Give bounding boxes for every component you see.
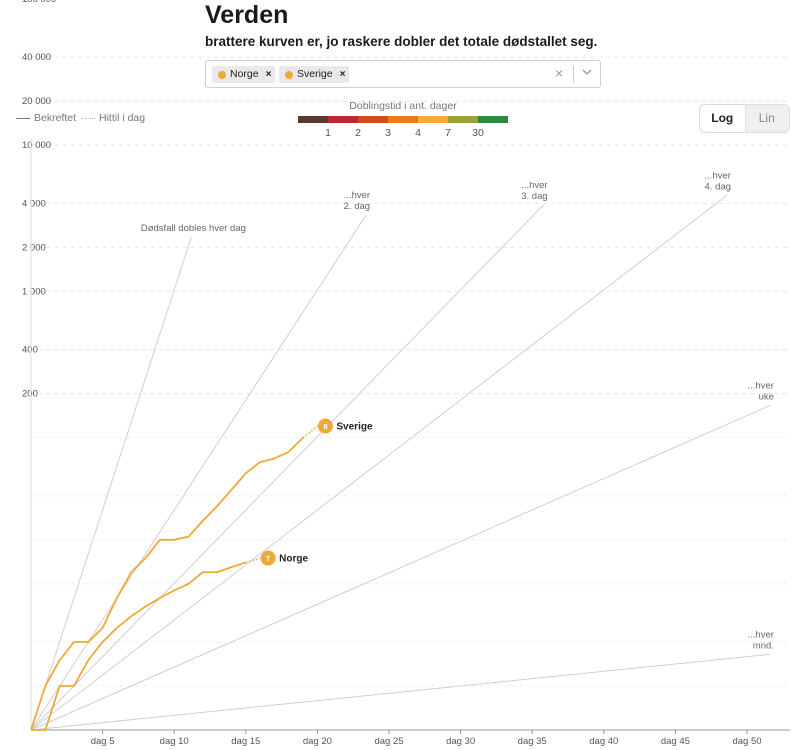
legend-to-date-label: Hittil i dag [99,112,146,124]
country-selector[interactable]: Norge × Sverige × × [205,60,601,88]
y-tick-label: 4 000 [22,198,46,209]
x-tick-label: dag 45 [661,736,690,747]
color-dot-icon [285,70,293,79]
country-chip-norge: Norge × [212,66,276,83]
scale-swatch-4 [418,116,448,123]
reference-line-4 [30,194,728,731]
doubling-scale-title: Doblingstid i ant. dager [349,100,457,112]
reference-line-3 [30,204,545,731]
dotted-line-icon [81,117,95,119]
chip-label: Sverige [297,68,333,80]
series-line-norge [31,561,247,731]
reference-label: ...hver [748,629,774,640]
series-label-sverige: Sverige [336,422,373,433]
x-tick-label: dag 40 [589,736,618,747]
series-today-norge [245,557,261,564]
toggle-log[interactable]: Log [700,105,745,132]
series-line-sverige [30,436,304,731]
reference-label: 2. dag [344,201,370,212]
scale-swatch-2 [358,116,388,123]
series-marker-norge [260,550,276,566]
scale-label-1: 1 [325,127,331,139]
doubling-scale-bar [298,116,508,123]
reference-label: uke [759,392,774,403]
selector-divider [573,66,574,83]
scale-swatch-1 [328,116,358,123]
scale-label-7: 7 [445,127,451,139]
color-dot-icon [218,70,226,79]
reference-line-30 [30,653,770,731]
clear-all-icon[interactable]: × [555,65,564,81]
reference-label: ...hver [521,180,547,191]
scale-label-2: 2 [355,127,361,139]
y-tick-label: 10 000 [22,140,51,151]
series-marker-value: 8 [323,422,327,431]
legend-to-date: Hittil i dag [81,112,145,124]
remove-chip-icon[interactable]: × [265,69,272,80]
reference-label: ...hver [344,190,370,201]
chip-label: Norge [230,68,259,80]
reference-label: 4. dag [705,181,731,192]
y-tick-label: 2 000 [22,242,46,253]
reference-label: mnd. [753,640,774,651]
series-marker-sverige [317,418,333,434]
scale-swatch-3 [388,116,418,123]
x-tick-label: dag 35 [518,736,547,747]
scale-label-30: 30 [472,127,484,139]
page-title: Verden [205,1,289,29]
scale-swatch-6 [478,116,508,123]
reference-line-1 [30,236,192,731]
x-tick-label: dag 20 [303,736,332,747]
reference-line-7 [30,405,771,731]
x-tick-label: dag 25 [374,736,403,747]
x-tick-label: dag 30 [446,736,475,747]
legend-confirmed-label: Bekreftet [34,112,77,124]
x-tick-label: dag 5 [91,736,115,747]
reference-label: ...hver [705,170,731,181]
page-subtitle: brattere kurven er, jo raskere dobler de… [205,34,598,49]
reference-line-2 [30,214,367,731]
x-tick-label: dag 15 [231,736,260,747]
y-tick-label: 20 000 [22,96,51,107]
y-tick-label: 1 000 [22,286,46,297]
chevron-down-icon[interactable] [581,65,593,79]
toggle-lin[interactable]: Lin [758,111,775,125]
y-tick-label: 200 [22,389,38,400]
scale-label-3: 3 [385,127,391,139]
reference-label: ...hver [748,381,774,392]
reference-label: Dødsfall dobles hver dag [141,223,246,234]
y-tick-label: 100 000 [22,0,56,5]
series-marker-value: 7 [266,554,270,563]
y-tick-label: 400 [22,345,38,356]
doubling-scale-labels: 1 2 3 4 7 30 [298,127,508,139]
series-label-norge: Norge [279,554,308,565]
x-tick-label: dag 10 [160,736,189,747]
reference-label: 3. dag [521,191,547,202]
scale-label-4: 4 [415,127,421,139]
scale-swatch-0 [298,116,328,123]
solid-line-icon [16,117,30,119]
y-tick-label: 40 000 [22,52,51,63]
scale-toggle[interactable]: Log Lin [699,104,790,133]
series-today-sverige [302,425,318,439]
scale-swatch-5 [448,116,478,123]
country-chip-sverige: Sverige × [279,66,350,83]
x-tick-label: dag 50 [732,736,761,747]
remove-chip-icon[interactable]: × [339,69,346,80]
legend-confirmed: Bekreftet [16,112,76,124]
